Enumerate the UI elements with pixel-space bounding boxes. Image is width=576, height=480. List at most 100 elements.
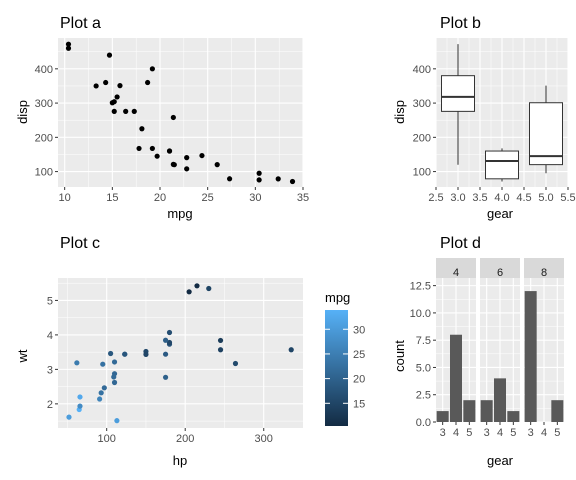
data-point — [288, 347, 294, 353]
data-point — [114, 418, 120, 424]
legend-title: mpg — [325, 290, 350, 305]
y-tick-label: 400 — [35, 64, 53, 76]
plot-d-title: Plot d — [440, 235, 481, 252]
plot-a-panel — [58, 38, 303, 187]
x-tick-label: 20 — [154, 192, 166, 204]
data-point — [170, 114, 176, 121]
data-point — [170, 161, 176, 167]
data-point — [256, 170, 262, 176]
data-point — [162, 374, 169, 380]
box-body — [529, 102, 563, 166]
bar — [551, 400, 564, 422]
data-point — [74, 360, 80, 366]
x-tick-label: 5 — [554, 427, 560, 439]
bar — [436, 411, 449, 422]
data-point — [194, 283, 200, 289]
facet-strip-label: 8 — [541, 267, 547, 279]
data-point — [232, 360, 239, 367]
data-point — [106, 52, 113, 58]
facet-strip-label: 4 — [453, 267, 459, 279]
plot-c-title: Plot c — [60, 235, 100, 252]
data-point — [136, 145, 142, 152]
data-point — [145, 79, 151, 86]
plot-a: Plot a 10 15 20 25 30 35 100 200 300 400 mpg disp — [15, 15, 309, 221]
x-tick-label: 25 — [202, 192, 214, 204]
x-tick-label: 3 — [528, 427, 534, 439]
data-point — [184, 166, 190, 172]
data-point — [65, 45, 72, 51]
data-point — [131, 108, 137, 114]
x-tick-label: 3 — [484, 427, 490, 439]
bar — [480, 400, 493, 422]
y-tick-label: 0.0 — [416, 417, 431, 429]
x-tick-label: 4 — [541, 427, 547, 439]
x-tick-label: 3.5 — [472, 192, 487, 204]
y-tick-label: 200 — [35, 132, 53, 144]
data-point — [214, 162, 220, 168]
data-point — [143, 351, 149, 357]
x-tick-label: 4.5 — [516, 192, 531, 204]
data-point — [166, 339, 173, 346]
plot-d-xlabel: gear — [487, 453, 514, 468]
y-tick-label: 200 — [413, 132, 431, 144]
data-point — [139, 126, 145, 132]
x-tick-label: 200 — [176, 433, 194, 445]
data-point — [122, 351, 128, 357]
data-point — [97, 396, 103, 402]
y-tick-label: 300 — [35, 98, 53, 110]
x-tick-label: 100 — [98, 433, 116, 445]
data-point — [154, 153, 160, 159]
plot-b-xlabel: gear — [487, 206, 514, 221]
y-tick-label: 7.5 — [416, 335, 431, 347]
data-point — [217, 337, 224, 344]
data-point — [149, 66, 155, 72]
data-point — [66, 414, 72, 420]
data-point — [65, 41, 72, 47]
y-tick-label: 100 — [35, 167, 53, 179]
data-point — [123, 108, 129, 114]
data-point — [199, 152, 205, 159]
data-point — [162, 337, 169, 343]
y-tick-label: 4 — [47, 330, 53, 342]
x-tick-label: 15 — [106, 192, 118, 204]
legend-tick-label: 20 — [353, 374, 365, 386]
plot-a-xlabel: mpg — [167, 206, 192, 221]
x-tick-label: 4.0 — [494, 192, 509, 204]
y-tick-label: 300 — [413, 98, 431, 110]
data-point — [93, 83, 99, 89]
plot-c-ylabel: wt — [15, 349, 30, 363]
plot-c-panel — [58, 278, 303, 428]
plot-b: Plot b 2.5 3.0 3.5 4.0 4.5 5.0 5.5 100 200 300 400… — [392, 15, 576, 221]
facet-strip-label: 6 — [497, 267, 503, 279]
plot-a-title: Plot a — [60, 15, 101, 32]
x-tick-label: 5 — [466, 427, 472, 439]
plot-b-ylabel: disp — [392, 100, 407, 124]
data-point — [256, 177, 262, 183]
y-tick-label: 2 — [47, 399, 53, 411]
x-tick-label: 30 — [249, 192, 261, 204]
legend-tick-label: 25 — [353, 349, 365, 361]
plot-c-xlabel: hp — [173, 453, 187, 468]
data-point — [111, 374, 117, 380]
plot-d: Plot d 43 4 563 4 583 4 5 0.02.55.07.510.012.5… — [392, 235, 564, 468]
data-point — [100, 361, 106, 367]
data-point — [114, 94, 120, 100]
data-point — [166, 329, 173, 336]
data-point — [103, 79, 109, 86]
data-point — [77, 403, 83, 409]
data-point — [109, 100, 115, 106]
x-tick-label: 4 — [497, 427, 503, 439]
legend-tick-label: 30 — [353, 324, 365, 336]
x-tick-label: 5 — [510, 427, 516, 439]
data-point — [186, 289, 192, 295]
x-tick-label: 2.5 — [428, 192, 443, 204]
x-tick-label: 4 — [453, 427, 459, 439]
legend-tick-label: 15 — [353, 398, 365, 410]
plot-a-ylabel: disp — [15, 100, 30, 124]
y-tick-label: 5.0 — [416, 362, 431, 374]
bar — [507, 411, 520, 422]
y-tick-label: 2.5 — [416, 390, 431, 402]
data-point — [289, 178, 296, 185]
x-tick-label: 300 — [255, 433, 273, 445]
box-body — [485, 150, 519, 180]
